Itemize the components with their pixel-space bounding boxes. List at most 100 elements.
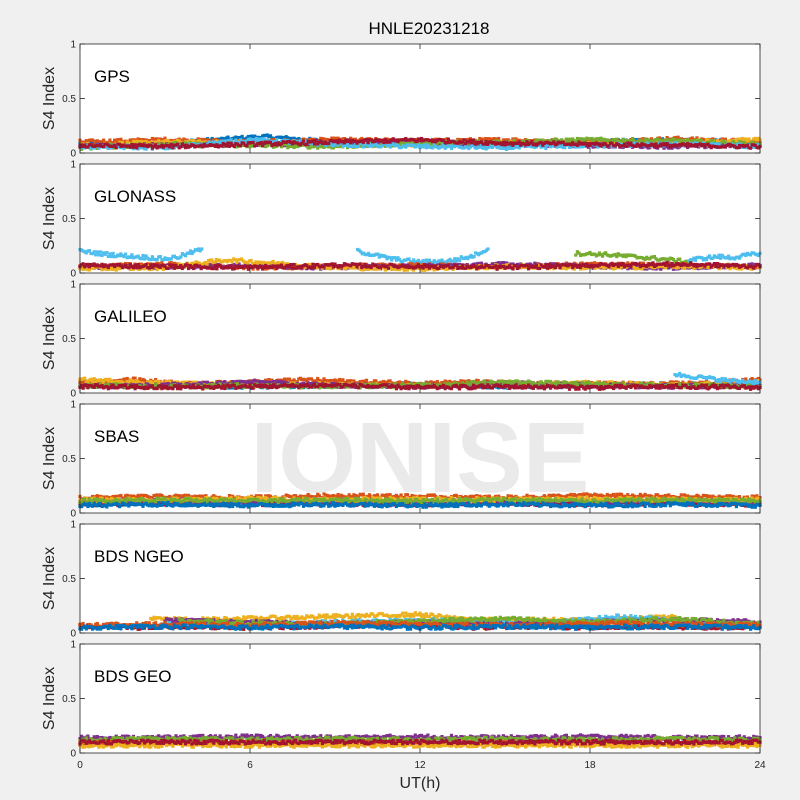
- data-point: [544, 263, 548, 267]
- data-point: [336, 136, 340, 140]
- data-point: [720, 144, 724, 148]
- data-point: [380, 138, 384, 142]
- data-point: [316, 142, 320, 146]
- data-point: [613, 141, 617, 145]
- data-point: [624, 144, 628, 148]
- data-point: [81, 262, 85, 266]
- data-point: [319, 139, 323, 143]
- data-point: [119, 137, 123, 141]
- data-point: [180, 142, 184, 146]
- data-point: [191, 139, 195, 143]
- data-point: [130, 253, 134, 257]
- data-point: [577, 145, 581, 149]
- data-point: [659, 138, 663, 142]
- data-point: [500, 143, 504, 147]
- data-point: [530, 140, 534, 144]
- data-point: [377, 255, 381, 259]
- data-point: [301, 139, 306, 143]
- data-point: [106, 146, 110, 150]
- data-point: [237, 136, 241, 140]
- data-point: [215, 267, 219, 271]
- data-point: [127, 141, 131, 145]
- data-point: [95, 139, 99, 143]
- data-point: [227, 144, 232, 148]
- data-point: [279, 145, 284, 149]
- data-point: [574, 145, 578, 149]
- data-point: [179, 145, 183, 149]
- data-point: [678, 142, 682, 147]
- data-point: [423, 143, 427, 147]
- data-point: [678, 257, 682, 261]
- data-point: [127, 255, 131, 259]
- data-point: [312, 142, 317, 146]
- data-point: [265, 133, 269, 137]
- data-point: [533, 140, 537, 144]
- data-point: [169, 143, 173, 147]
- data-point: [736, 137, 740, 141]
- data-point: [95, 144, 99, 148]
- data-point: [243, 143, 247, 147]
- data-point: [656, 137, 660, 141]
- data-point: [421, 145, 425, 149]
- data-point: [322, 145, 326, 149]
- series-group: [78, 133, 762, 151]
- data-point: [396, 256, 400, 260]
- data-point: [205, 262, 209, 266]
- data-point: [588, 143, 592, 148]
- data-point: [124, 252, 128, 256]
- data-point: [309, 265, 313, 270]
- data-point: [251, 138, 255, 142]
- data-point: [182, 143, 186, 147]
- data-point: [226, 139, 230, 143]
- data-point: [212, 143, 216, 147]
- data-point: [462, 146, 466, 150]
- data-point: [308, 146, 312, 150]
- data-point: [100, 253, 104, 258]
- data-point: [418, 145, 422, 150]
- data-point: [503, 143, 507, 147]
- data-point: [511, 146, 515, 150]
- data-point: [207, 140, 211, 144]
- data-point: [106, 254, 110, 258]
- data-point: [150, 265, 154, 270]
- data-point: [686, 142, 690, 146]
- data-point: [553, 266, 557, 270]
- data-point: [708, 144, 712, 148]
- data-point: [187, 266, 191, 271]
- data-point: [621, 137, 625, 141]
- data-point: [376, 252, 380, 256]
- data-point: [149, 258, 153, 262]
- data-point: [103, 252, 107, 256]
- data-point: [242, 141, 246, 145]
- data-point: [528, 141, 532, 145]
- data-point: [130, 143, 134, 147]
- data-point: [234, 142, 238, 146]
- data-point: [139, 146, 143, 150]
- data-point: [511, 267, 515, 271]
- data-point: [715, 139, 720, 143]
- figure-title: HNLE20231218: [369, 19, 490, 38]
- data-point: [131, 145, 136, 149]
- data-point: [561, 140, 565, 144]
- data-point: [268, 140, 273, 144]
- data-point: [279, 142, 284, 146]
- data-point: [109, 254, 114, 259]
- data-point: [249, 258, 253, 263]
- data-point: [615, 137, 619, 141]
- data-point: [333, 136, 337, 140]
- data-point: [142, 257, 147, 261]
- data-point: [586, 142, 590, 146]
- data-point: [166, 266, 170, 270]
- data-point: [147, 266, 151, 270]
- data-point: [657, 144, 661, 148]
- data-point: [575, 136, 579, 141]
- data-point: [349, 141, 353, 145]
- data-point: [545, 266, 550, 270]
- data-point: [396, 144, 400, 148]
- data-point: [155, 257, 159, 262]
- y-tick-label: 0.5: [62, 94, 76, 105]
- data-point: [120, 140, 125, 144]
